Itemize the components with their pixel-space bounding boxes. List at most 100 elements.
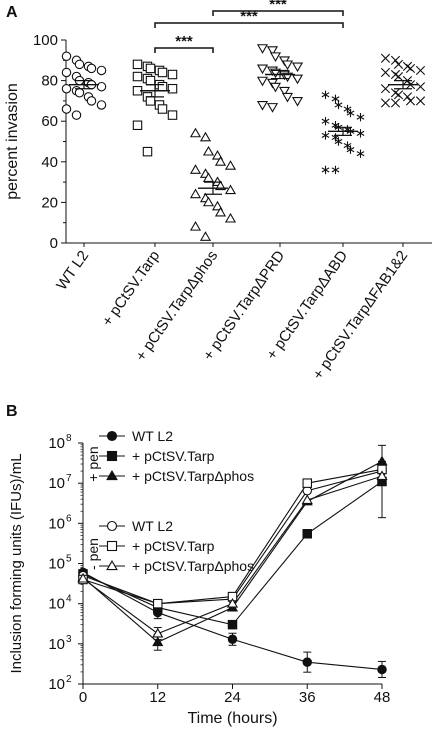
legend-group-label-plus-pen: + pen — [85, 446, 101, 481]
panel-a-data-point — [390, 69, 401, 80]
panel-b-y-tick-label: 10 — [48, 636, 65, 653]
panel-b-data-point — [376, 455, 388, 466]
panel-a-data-point — [211, 200, 224, 211]
panel-b-series-line — [82, 468, 383, 605]
panel-a-data-point — [132, 59, 143, 70]
panel-b-data-point — [153, 598, 163, 609]
legend-group-label-minus-pen: - pen — [85, 538, 101, 570]
panel-a-data-point — [291, 62, 304, 73]
panel-a-data-point — [269, 68, 282, 79]
panel-b-y-tick-exponent: 6 — [66, 513, 72, 524]
legend-marker — [106, 559, 118, 571]
panel-a-letter: A — [6, 4, 18, 21]
legend-label: + pCtSV.Tarp — [132, 538, 215, 554]
legend-label: + pCtSV.Tarp — [132, 448, 215, 464]
panel-a-significance-bracket — [154, 22, 344, 28]
panel-a-data-point — [189, 188, 202, 199]
panel-a-y-tick-label: 40 — [41, 154, 58, 171]
panel-a-data-point — [96, 100, 107, 110]
panel-a-data-point — [393, 59, 404, 69]
panel-a-data-point — [256, 44, 269, 54]
panel-a-y-tick-label: 80 — [41, 73, 58, 90]
panel-a-data-point — [199, 231, 212, 241]
panel-a-data-point — [61, 83, 72, 94]
legend-marker — [106, 430, 118, 442]
panel-a-data-point — [390, 88, 401, 98]
panel-a-data-point — [393, 90, 404, 100]
panel-b-y-tick-label: 10 — [48, 676, 65, 693]
panel-a-data-point — [199, 131, 212, 142]
panel-b-letter: B — [6, 403, 18, 420]
panel-b-data-point — [152, 636, 164, 647]
panel-a-data-point — [167, 110, 178, 120]
panel-b-data-point — [226, 597, 239, 608]
panel-a-data-point — [61, 67, 72, 78]
panel-a-significance-label: *** — [175, 33, 193, 50]
panel-a-data-point — [145, 96, 156, 106]
panel-a-data-point — [356, 149, 365, 158]
panel-a-data-point — [331, 165, 340, 175]
panel-a-data-point — [278, 86, 291, 97]
panel-a-data-point — [356, 112, 365, 122]
panel-b-data-point — [152, 627, 164, 638]
panel-a-data-point — [266, 46, 279, 56]
panel-b-data-point — [77, 572, 89, 583]
panel-a-data-point — [380, 98, 391, 108]
panel-a-data-point — [331, 94, 340, 104]
panel-a-data-point — [224, 160, 237, 170]
panel-a-data-point — [145, 75, 156, 86]
panel-a-data-point — [269, 82, 282, 93]
panel-a-data-point — [202, 172, 215, 182]
panel-a-data-point — [291, 74, 304, 85]
panel-a-category-label: + pCtSV.Tarp — [99, 248, 164, 330]
legend-label: WT L2 — [132, 428, 173, 444]
panel-a-data-point — [61, 51, 72, 61]
panel-a-y-tick-label: 100 — [33, 32, 58, 49]
panel-b-y-tick-exponent: 4 — [66, 594, 72, 605]
panel-a-significance-bracket — [154, 47, 214, 53]
panel-b-x-tick-label: 0 — [79, 689, 87, 706]
panel-b-x-tick-label: 24 — [224, 689, 241, 706]
panel-b-y-tick-exponent: 5 — [66, 554, 72, 565]
panel-a-data-point — [132, 120, 143, 131]
panel-a-significance-label: *** — [269, 0, 287, 13]
panel-a-data-point — [214, 206, 227, 217]
panel-a-y-axis-label: percent invasion — [4, 83, 21, 200]
panel-a-data-point — [390, 98, 401, 108]
panel-a-data-point — [405, 96, 416, 106]
panel-a-data-point — [189, 164, 202, 174]
panel-a-data-point — [211, 149, 224, 160]
panel-a-data-point — [157, 104, 168, 114]
panel-a-significance-label: *** — [240, 8, 258, 25]
panel-b-x-tick-label: 48 — [374, 689, 391, 706]
panel-b-y-tick-label: 10 — [48, 435, 65, 452]
panel-b-axes: B Inclusion forming units (IFUs)/mL Time (… — [6, 403, 382, 727]
legend-label: + pCtSV.TarpΔphos — [132, 468, 254, 484]
panel-b-x-axis-label: Time (hours) — [187, 710, 277, 727]
panel-a-data-point — [269, 52, 282, 62]
panel-b-legend: WT L2 + pCtSV.Tarp + pCtSV.TarpΔphos WT L2 +… — [85, 428, 254, 574]
panel-a-data-point — [224, 184, 237, 195]
panel-a-data-point — [380, 53, 391, 63]
panel-a-category-label: WT L2 — [53, 248, 92, 294]
panel-b-y-axis-label: Inclusion forming units (IFUs)/mL — [8, 453, 25, 673]
panel-a-data-point — [281, 60, 294, 71]
panel-b-y-tick-exponent: 8 — [66, 433, 72, 444]
panel-b-y-tick-label: 10 — [48, 515, 65, 532]
legend-label: WT L2 — [132, 518, 173, 534]
panel-a-y-ticks: 0 20 40 60 80 100 — [33, 32, 66, 252]
panel-b-y-tick-exponent: 3 — [66, 634, 72, 645]
panel-b-data-point — [227, 634, 238, 645]
panel-b-data-point — [377, 664, 387, 675]
legend-marker — [106, 540, 118, 552]
panel-a-data-point — [224, 212, 237, 223]
panel-a-data-point — [71, 110, 82, 120]
panel-b-data-point — [302, 478, 312, 488]
panel-a-y-tick-label: 20 — [41, 194, 58, 211]
panel-a-data-point — [291, 96, 304, 107]
legend-marker — [106, 469, 118, 481]
panel-a-data-point — [167, 83, 178, 94]
panel-a-data-point — [214, 156, 227, 166]
panel-a-data-point — [281, 92, 294, 103]
